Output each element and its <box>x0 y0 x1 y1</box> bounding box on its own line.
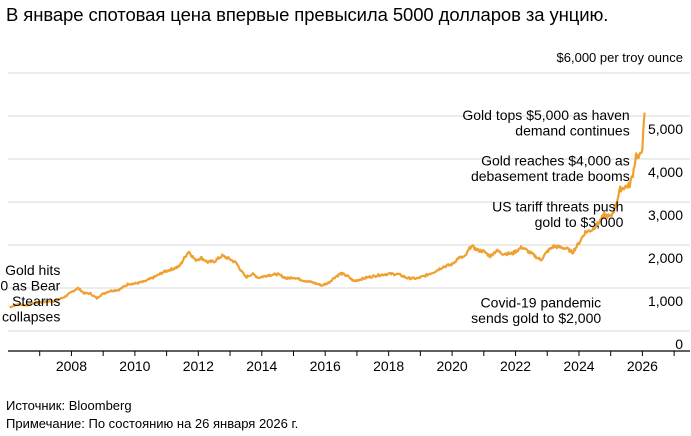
annotation-3-line-1: gold to $3,000 <box>535 214 624 230</box>
annotation-2-line-0: Gold reaches $4,000 as <box>481 152 630 168</box>
x-tick-label-2008: 2008 <box>56 358 87 374</box>
annotation-0-line-3: collapses <box>2 309 60 325</box>
gold-price-line <box>9 112 646 309</box>
x-tick-label-2022: 2022 <box>500 358 531 374</box>
x-tick-label-2018: 2018 <box>373 358 404 374</box>
x-tick-label-2020: 2020 <box>437 358 468 374</box>
y-tick-label-3000: 3,000 <box>648 207 683 223</box>
annotation-3-line-0: US tariff threats push <box>492 198 623 214</box>
annotation-0-line-1: $1,000 as Bear <box>0 278 61 294</box>
unit-label: $6,000 per troy ounce <box>557 50 683 65</box>
x-tick-label-2026: 2026 <box>627 358 658 374</box>
chart-title: В январе спотовая цена впервые превысила… <box>6 4 609 25</box>
x-tick-label-2016: 2016 <box>310 358 341 374</box>
x-tick-label-2024: 2024 <box>563 358 594 374</box>
y-tick-label-4000: 4,000 <box>648 164 683 180</box>
annotation-4-line-0: Covid-19 pandemic <box>481 294 602 310</box>
y-tick-label-0: 0 <box>675 336 683 352</box>
annotation-2-line-1: debasement trade booms <box>471 168 630 184</box>
x-tick-label-2014: 2014 <box>246 358 277 374</box>
annotation-1-line-1: demand continues <box>515 122 629 138</box>
annotation-4-line-1: sends gold to $2,000 <box>471 310 601 326</box>
tick-labels: 0 1,000 2,000 3,000 4,000 5,000 $6,000 per tro… <box>56 50 683 374</box>
annotation-0-line-0: Gold hits <box>5 262 60 278</box>
y-tick-label-5000: 5,000 <box>648 121 683 137</box>
source-note: Источник: Bloomberg <box>6 398 132 413</box>
x-tick-label-2010: 2010 <box>119 358 150 374</box>
annotation-1-line-0: Gold tops $5,000 as haven <box>462 107 629 123</box>
y-tick-label-1000: 1,000 <box>648 293 683 309</box>
footnote: Примечание: По состоянию на 26 января 20… <box>6 416 299 431</box>
annotation-0-line-2: Stearns <box>12 293 60 309</box>
y-tick-label-2000: 2,000 <box>648 250 683 266</box>
series-layer <box>9 112 646 309</box>
x-axis <box>8 350 690 356</box>
x-tick-label-2012: 2012 <box>183 358 214 374</box>
